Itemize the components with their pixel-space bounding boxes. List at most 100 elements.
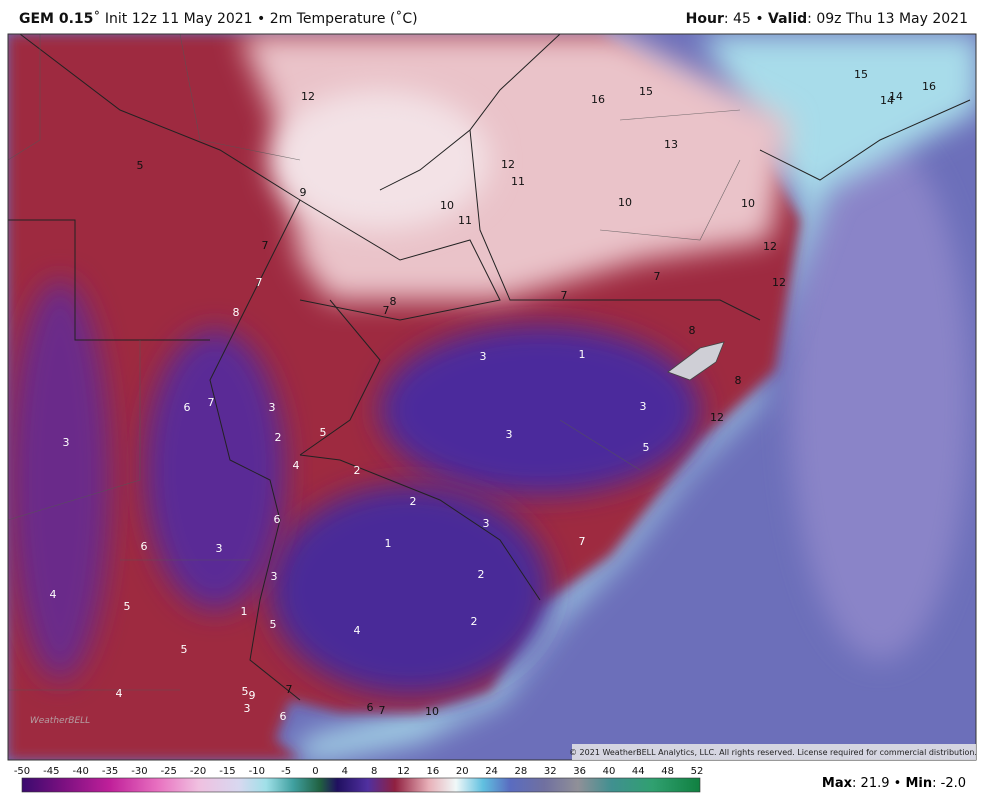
colorbar-tick-label: -45	[43, 766, 59, 777]
colorbar-tick-label: -35	[102, 766, 118, 777]
map-label: 3	[216, 542, 223, 555]
map-label: 7	[383, 304, 390, 317]
map-label: 10	[440, 199, 454, 212]
map-label: 12	[501, 158, 515, 171]
valid-label: Valid	[768, 11, 808, 27]
map-label: 9	[249, 689, 256, 702]
colorbar-tick-label: -50	[14, 766, 30, 777]
map-label: 3	[63, 436, 70, 449]
map-label: 1	[385, 537, 392, 550]
valid: : 09z Thu 13 May 2021	[807, 11, 968, 27]
map-label: 12	[710, 411, 724, 424]
colorbar-tick-label: 52	[691, 766, 704, 777]
map-label: 4	[50, 588, 57, 601]
cold-pool	[380, 325, 700, 495]
map-label: 11	[458, 214, 472, 227]
hour: : 45	[723, 11, 751, 27]
field: 2m Temperature (˚C)	[269, 11, 418, 27]
min: : -2.0	[932, 776, 966, 791]
max: : 21.9	[852, 776, 889, 791]
map-label: 6	[141, 540, 148, 553]
min-label: Min	[905, 776, 932, 791]
footer: Max: 21.9 • Min: -2.0	[822, 776, 966, 791]
map-label: 3	[480, 350, 487, 363]
map-label: 7	[579, 535, 586, 548]
copyright-box	[572, 744, 976, 760]
borders	[8, 34, 971, 701]
colorbar-tick-label: -30	[131, 766, 147, 777]
colorbar-tick-label: 48	[661, 766, 674, 777]
map-label: 7	[256, 276, 263, 289]
separator: •	[257, 11, 266, 27]
colorbar-tick-label: 44	[632, 766, 645, 777]
provinces	[8, 34, 741, 691]
colorbar-tick-label: 32	[544, 766, 557, 777]
map-label: 2	[478, 568, 485, 581]
cold-pool	[270, 485, 550, 695]
colorbar-tick-label: 12	[397, 766, 410, 777]
map-label: 3	[506, 428, 513, 441]
map-label: 16	[591, 93, 605, 106]
map-label: 2	[354, 464, 361, 477]
map-label: 7	[654, 270, 661, 283]
colorbar-tick-label: 40	[603, 766, 616, 777]
light-north	[270, 90, 490, 230]
header-left: GEM 0.15˚ Init 12z 11 May 2021 • 2m Temp…	[19, 11, 418, 27]
colorbar-tick-label: -25	[161, 766, 177, 777]
map-label: 4	[354, 624, 361, 637]
map-label: 5	[242, 685, 249, 698]
separator: •	[755, 11, 764, 27]
map-label: 5	[270, 618, 277, 631]
map-label: 7	[262, 239, 269, 252]
colorbar-ticks: -50 -45 -40 -35 -30 -25 -20 -15 -10 -5 0 4 8 12 16 20 24…	[14, 766, 704, 777]
map-label: 13	[664, 138, 678, 151]
map-label: 2	[471, 615, 478, 628]
model: GEM 0.15	[19, 11, 94, 27]
cold-pool	[10, 280, 110, 680]
map-label: 15	[854, 68, 868, 81]
map-label: 8	[735, 374, 742, 387]
colorbar-tick-label: 24	[485, 766, 498, 777]
map-label: 10	[425, 705, 439, 718]
map-label: 6	[274, 513, 281, 526]
map-label: 6	[184, 401, 191, 414]
map-label: 7	[286, 683, 293, 696]
map-label: 11	[511, 175, 525, 188]
map-label: 7	[561, 289, 568, 302]
map-label: 14	[889, 90, 903, 103]
colorbar-tick-label: 8	[371, 766, 377, 777]
map-label: 12	[763, 240, 777, 253]
hour-label: Hour	[685, 11, 724, 27]
map-label: 16	[922, 80, 936, 93]
map-label: 8	[390, 295, 397, 308]
colorbar-tick-label: -20	[190, 766, 206, 777]
cold-pool	[145, 330, 285, 610]
lagoon	[667, 341, 725, 381]
max-label: Max	[822, 776, 853, 791]
map-label: 10	[618, 196, 632, 209]
map-label: 2	[275, 431, 282, 444]
map-label: 1	[579, 348, 586, 361]
ocean-shade	[790, 140, 970, 660]
map-label: 5	[643, 441, 650, 454]
map-label: 7	[379, 704, 386, 717]
map-label: 4	[116, 687, 123, 700]
map-label: 6	[280, 710, 287, 723]
map-field	[8, 34, 976, 760]
map-label: 3	[271, 570, 278, 583]
colorbar-tick-label: 28	[515, 766, 528, 777]
logo: WeatherBELL	[30, 716, 90, 726]
map-label: 12	[301, 90, 315, 103]
map-label: 9	[300, 186, 307, 199]
map-label: 5	[124, 600, 131, 613]
map-label: 5	[320, 426, 327, 439]
map-label: 3	[483, 517, 490, 530]
colorbar	[21, 777, 701, 793]
map-label: 2	[410, 495, 417, 508]
map-label: 6	[367, 701, 374, 714]
colorbar-tick-label: -15	[219, 766, 235, 777]
map-label: 15	[639, 85, 653, 98]
